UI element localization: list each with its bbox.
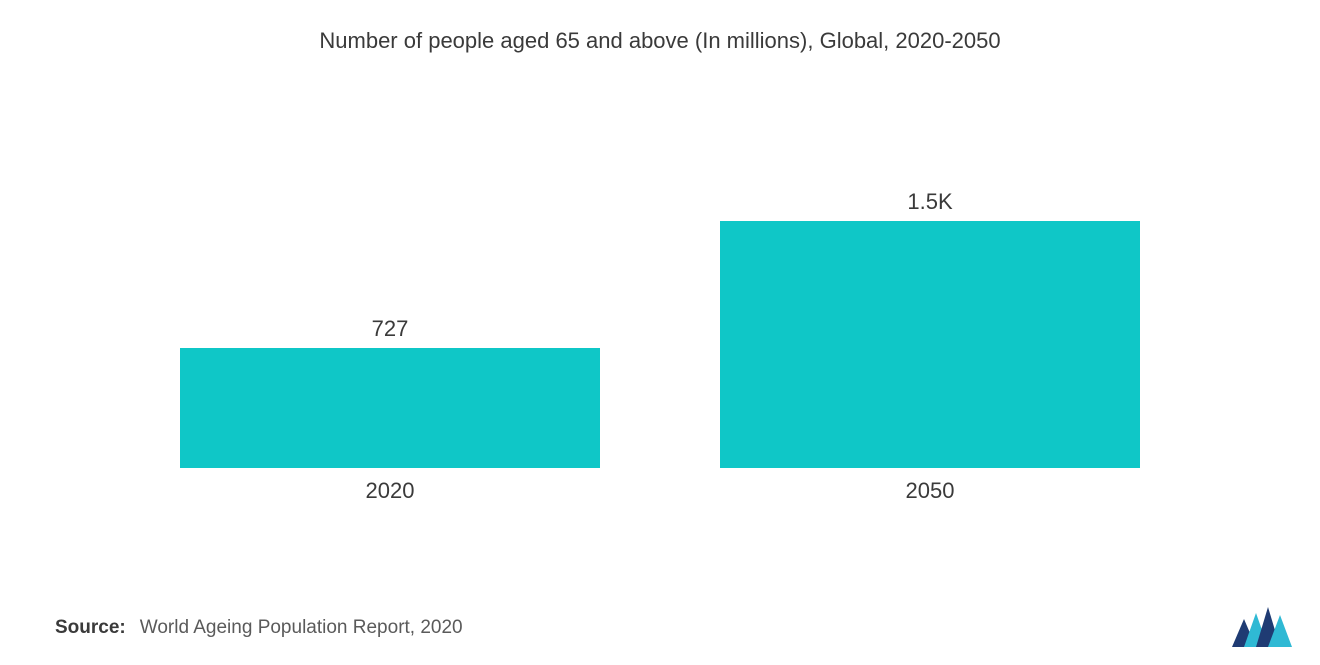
chart-container: Number of people aged 65 and above (In m… bbox=[0, 0, 1320, 665]
bar-1 bbox=[720, 221, 1140, 468]
plot-area: 727 2020 1.5K 2050 bbox=[40, 64, 1280, 544]
source-row: Source: World Ageing Population Report, … bbox=[55, 617, 463, 639]
bar-group-1: 1.5K 2050 bbox=[720, 189, 1140, 504]
chart-title: Number of people aged 65 and above (In m… bbox=[40, 28, 1280, 54]
bar-group-0: 727 2020 bbox=[180, 316, 600, 504]
bar-value-1: 1.5K bbox=[907, 189, 952, 215]
bar-0 bbox=[180, 348, 600, 468]
source-text: World Ageing Population Report, 2020 bbox=[140, 617, 463, 639]
bar-category-1: 2050 bbox=[906, 478, 955, 504]
source-label: Source: bbox=[55, 617, 126, 639]
mordor-logo-icon bbox=[1232, 607, 1292, 647]
bar-category-0: 2020 bbox=[366, 478, 415, 504]
bar-value-0: 727 bbox=[372, 316, 409, 342]
